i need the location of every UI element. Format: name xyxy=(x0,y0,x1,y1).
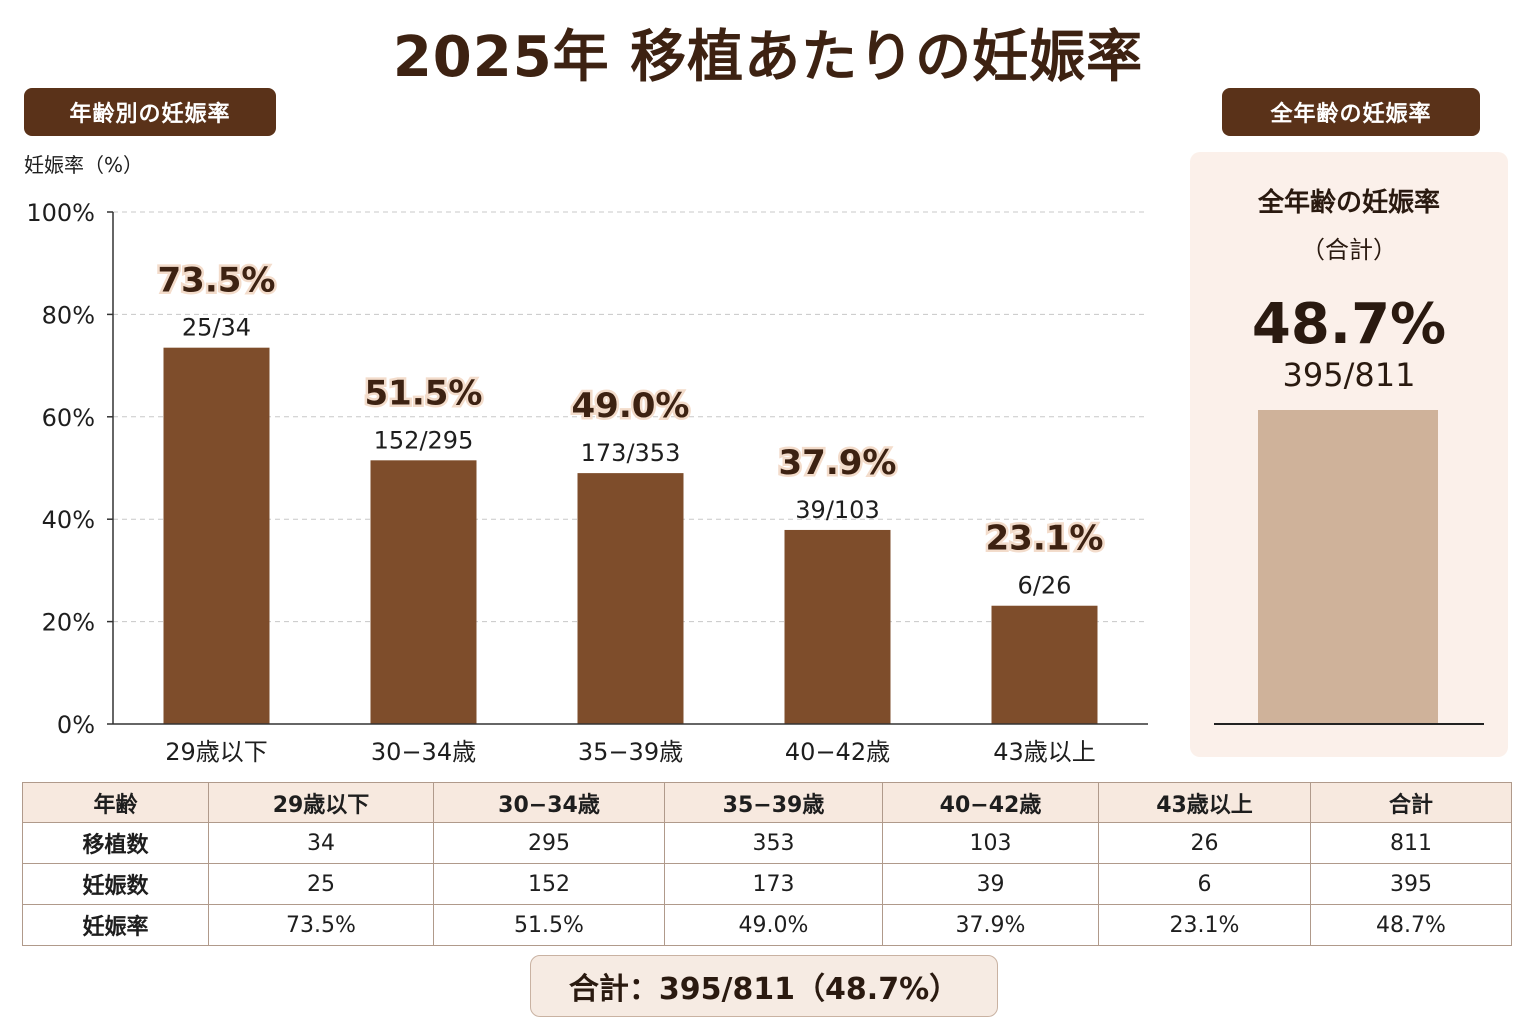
table-cell: 25 xyxy=(208,863,434,905)
y-tick-label: 80% xyxy=(42,301,95,329)
table-header-cell: 合計 xyxy=(1310,782,1512,823)
y-tick-label: 60% xyxy=(42,404,95,432)
table-cell: 811 xyxy=(1310,822,1512,864)
table-cell: 73.5% xyxy=(208,904,434,946)
all-ages-section-label: 全年齢の妊娠率 xyxy=(1222,88,1480,136)
table-row-label: 妊娠数 xyxy=(22,863,209,905)
data-table: 年齢 29歳以下 30−34歳 35−39歳 40−42歳 43歳以上 合計 移… xyxy=(22,782,1512,946)
bar-value-label: 49.0% xyxy=(572,386,690,426)
table-cell: 295 xyxy=(433,822,665,864)
page-title: 2025年 移植あたりの妊娠率 xyxy=(392,25,1144,90)
table-header-cell: 40−42歳 xyxy=(882,782,1099,823)
age-group-section-label: 年齢別の妊娠率 xyxy=(24,88,276,136)
total-panel-fraction: 395/811 xyxy=(1282,356,1416,394)
table-header-cell: 35−39歳 xyxy=(664,782,883,823)
bar-fraction-label: 6/26 xyxy=(1018,572,1072,600)
table-cell: 353 xyxy=(664,822,883,864)
bar-fraction-label: 39/103 xyxy=(795,496,879,524)
table-cell: 152 xyxy=(433,863,665,905)
table-cell: 49.0% xyxy=(664,904,883,946)
table-cell: 173 xyxy=(664,863,883,905)
bar-fraction-label: 25/34 xyxy=(182,314,251,342)
table-header-cell: 30−34歳 xyxy=(433,782,665,823)
table-cell: 26 xyxy=(1098,822,1311,864)
total-rate-panel: 全年齢の妊娠率 （合計） 48.7% 395/811 xyxy=(1190,152,1508,757)
bar-value-label: 51.5% xyxy=(365,373,483,413)
y-tick-label: 20% xyxy=(42,609,95,637)
bar xyxy=(991,605,1098,724)
table-row: 妊娠数 25 152 173 39 6 395 xyxy=(22,863,1512,905)
y-tick-label: 0% xyxy=(57,711,95,739)
bar xyxy=(163,347,270,724)
x-tick-label: 35−39歳 xyxy=(578,738,683,766)
table-cell: 23.1% xyxy=(1098,904,1311,946)
total-bar-baseline xyxy=(1214,723,1484,725)
table-header-cell: 年齢 xyxy=(22,782,209,823)
table-cell: 103 xyxy=(882,822,1099,864)
table-cell: 37.9% xyxy=(882,904,1099,946)
table-row-label: 妊娠率 xyxy=(22,904,209,946)
table-header-cell: 29歳以下 xyxy=(208,782,434,823)
summary-box: 合計：395/811（48.7%） xyxy=(530,955,998,1017)
bar-value-label: 23.1% xyxy=(986,519,1104,559)
total-bar xyxy=(1258,410,1438,723)
table-row: 妊娠率 73.5% 51.5% 49.0% 37.9% 23.1% 48.7% xyxy=(22,904,1512,946)
total-panel-title: 全年齢の妊娠率 xyxy=(1257,188,1440,218)
x-tick-label: 30−34歳 xyxy=(371,738,476,766)
table-cell: 39 xyxy=(882,863,1099,905)
table-cell: 51.5% xyxy=(433,904,665,946)
table-header-cell: 43歳以上 xyxy=(1098,782,1311,823)
table-header-row: 年齢 29歳以下 30−34歳 35−39歳 40−42歳 43歳以上 合計 xyxy=(22,782,1512,823)
bar-fraction-label: 173/353 xyxy=(581,439,681,467)
table-cell: 395 xyxy=(1310,863,1512,905)
y-tick-label: 40% xyxy=(42,506,95,534)
x-tick-label: 40−42歳 xyxy=(785,738,890,766)
y-axis-label: 妊娠率（%） xyxy=(24,153,143,177)
bar xyxy=(577,473,684,724)
table-row-label: 移植数 xyxy=(22,822,209,864)
bar xyxy=(784,529,891,724)
table-row: 移植数 34 295 353 103 26 811 xyxy=(22,822,1512,864)
x-tick-label: 43歳以上 xyxy=(993,738,1096,766)
bar-chart: 妊娠率（%） 0% 20% 40% 60% 80% 100% 25/34 73.5% 29歳以下 1… xyxy=(24,153,1148,766)
bar-fraction-label: 152/295 xyxy=(374,426,474,454)
table-cell: 48.7% xyxy=(1310,904,1512,946)
bar-value-label: 73.5% xyxy=(158,261,276,301)
table-cell: 34 xyxy=(208,822,434,864)
y-tick-label: 100% xyxy=(26,199,95,227)
total-panel-percent: 48.7% xyxy=(1251,292,1447,357)
table-cell: 6 xyxy=(1098,863,1311,905)
total-panel-subtitle: （合計） xyxy=(1301,236,1397,264)
x-tick-label: 29歳以下 xyxy=(165,738,268,766)
bar xyxy=(370,460,477,724)
bar-value-label: 37.9% xyxy=(779,443,897,483)
